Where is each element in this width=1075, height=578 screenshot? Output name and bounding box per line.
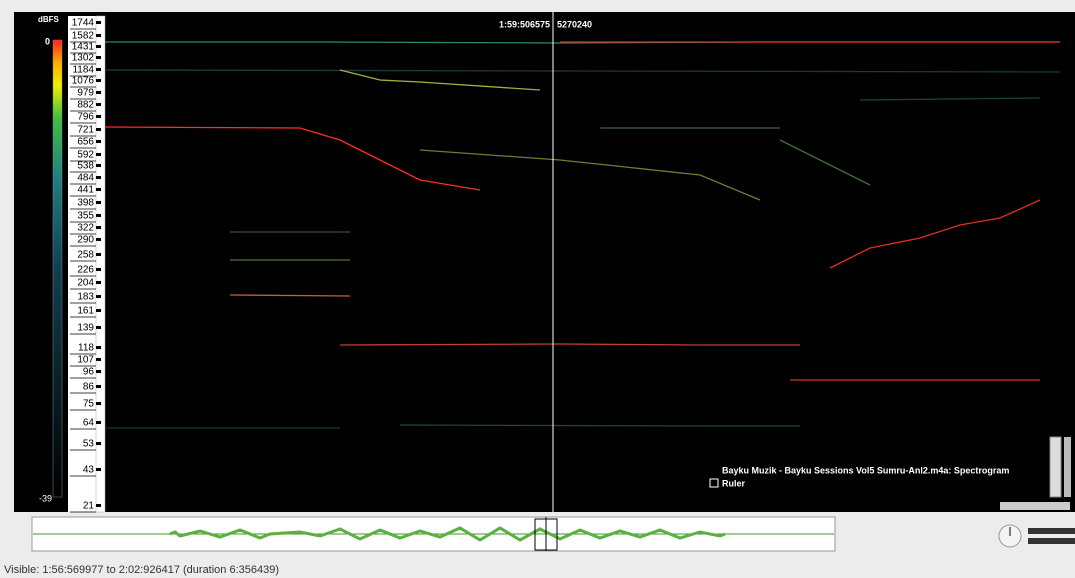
cursor-frame: 5270240 [557,19,592,29]
piano-key [96,153,101,156]
piano-key [96,326,101,329]
frequency-label: 75 [83,399,95,410]
piano-key [96,68,101,71]
zoom-wheel[interactable] [1064,437,1071,497]
frequency-label: 161 [77,306,94,317]
frequency-label: 96 [83,367,95,378]
piano-key [96,309,101,312]
piano-key [96,402,101,405]
page: dBFS 0 -39 1744 1582143113021184107697988… [0,0,1075,578]
frequency-label: 538 [77,161,94,172]
frequency-label: 183 [77,292,94,303]
frequency-label: 441 [77,185,94,196]
frequency-label: 1431 [72,42,95,53]
piano-key [96,128,101,131]
piano-key [96,370,101,373]
frequency-label: 1582 [72,31,95,42]
piano-key [96,226,101,229]
piano-key [96,201,101,204]
frequency-label: 979 [77,88,94,99]
frequency-label: 1744 [72,18,95,29]
piano-key [96,91,101,94]
layer-name: Bayku Muzik - Bayku Sessions Vol5 Sumru-… [722,465,1009,475]
frequency-label: 139 [77,323,94,334]
frequency-label: 226 [77,265,94,276]
piano-key [96,103,101,106]
piano-key [96,295,101,298]
frequency-label: 53 [83,439,95,450]
piano-key [96,115,101,118]
piano-key [96,238,101,241]
piano-key [96,358,101,361]
piano-key [96,504,101,507]
frequency-label: 118 [78,343,94,354]
frequency-label: 21 [83,501,95,512]
frequency-label: 258 [77,250,94,261]
frequency-label: 882 [77,100,94,111]
frequency-label: 1076 [72,76,95,87]
piano-key [96,268,101,271]
piano-key [96,56,101,59]
status-bar: Visible: 1:56:569977 to 2:02:926417 (dur… [4,564,279,576]
scale-unit: dBFS [38,15,60,24]
frequency-label: 64 [83,418,95,429]
colour-scale [53,40,62,497]
scale-top: 0 [45,36,50,46]
frequency-label: 107 [77,355,94,366]
piano-key [96,34,101,37]
frequency-label: 398 [77,198,94,209]
piano-key [96,140,101,143]
piano-key [96,281,101,284]
piano-key [96,442,101,445]
level-meter-right [1028,538,1075,544]
piano-key [96,164,101,167]
piano-key [96,421,101,424]
piano-key [96,214,101,217]
piano-key [96,253,101,256]
piano-key [96,346,101,349]
piano-key [96,79,101,82]
piano-key [96,468,101,471]
frequency-label: 86 [83,382,95,393]
pane [14,12,1075,512]
frequency-label: 1184 [72,65,94,76]
frequency-label: 592 [77,150,94,161]
frequency-label: 796 [77,112,94,123]
piano-keys [96,16,105,512]
piano-key [96,45,101,48]
frequency-label: 43 [83,465,95,476]
frequency-label: 355 [77,211,94,222]
piano-key [96,176,101,179]
piano-key [96,188,101,191]
frequency-label: 1302 [72,53,95,64]
ruler-label[interactable]: Ruler [722,478,746,488]
horizontal-zoom[interactable] [1000,502,1070,510]
zoom-slider[interactable] [1050,437,1061,497]
frequency-label: 290 [77,235,94,246]
level-meter-left [1028,528,1075,534]
frequency-label: 204 [77,278,94,289]
frequency-label: 721 [77,125,94,136]
frequency-label: 484 [77,173,94,184]
piano-key [96,21,101,24]
sonic-visualiser: dBFS 0 -39 1744 1582143113021184107697988… [0,0,1075,578]
scale-bottom: -39 [39,493,52,503]
piano-key [96,385,101,388]
cursor-time: 1:59:506575 [499,19,550,29]
frequency-label: 322 [77,223,94,234]
frequency-label: 656 [77,137,94,148]
